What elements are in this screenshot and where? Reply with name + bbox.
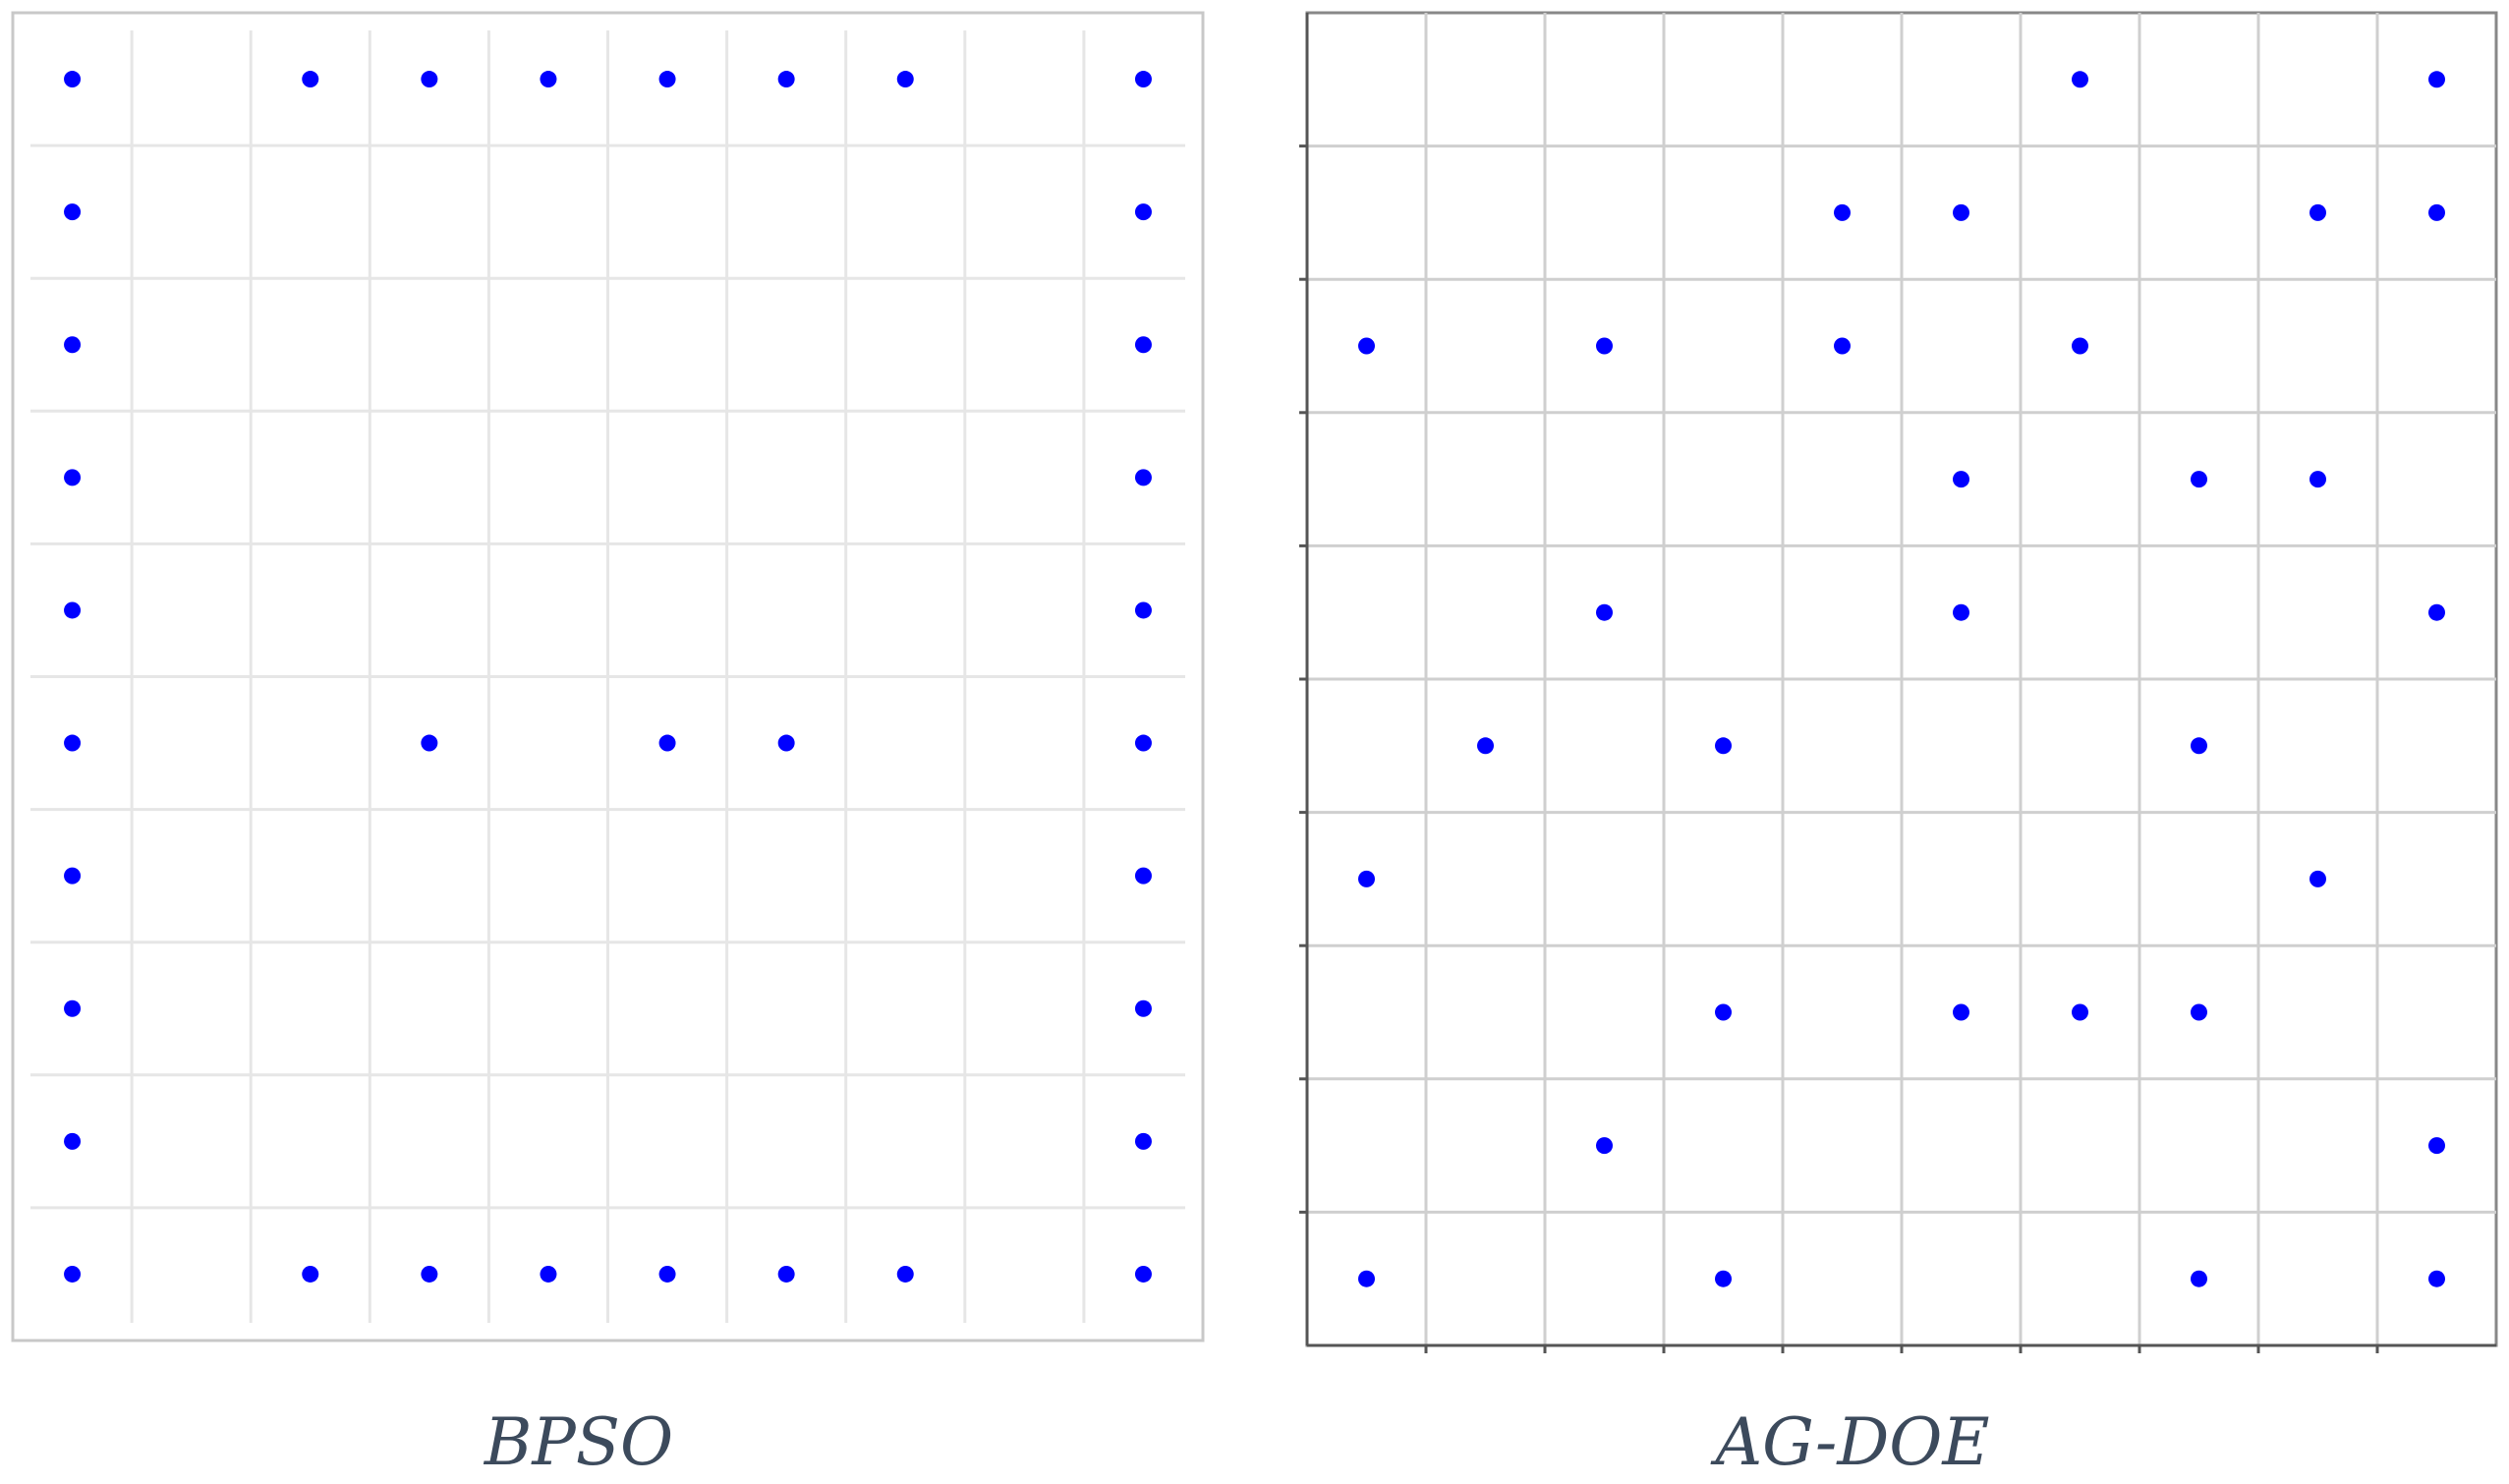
point — [64, 336, 82, 354]
point — [1358, 1270, 1375, 1287]
point — [64, 867, 82, 885]
point — [896, 1265, 914, 1283]
point — [421, 71, 438, 88]
point — [2428, 603, 2445, 621]
point — [64, 601, 82, 619]
point — [1134, 203, 1152, 221]
point — [777, 734, 795, 752]
point — [2191, 737, 2207, 755]
point — [777, 71, 795, 88]
point — [1134, 71, 1152, 88]
point — [2072, 71, 2088, 88]
point — [421, 1265, 438, 1283]
point — [1477, 737, 1494, 755]
point — [540, 1265, 557, 1283]
point — [1953, 603, 1969, 621]
point — [1358, 870, 1375, 887]
point — [1358, 337, 1375, 355]
point — [2428, 1270, 2445, 1287]
point — [64, 1265, 82, 1283]
point — [1834, 337, 1851, 355]
chart-title: AG-DOE — [1709, 1404, 1989, 1480]
point — [2309, 203, 2326, 221]
point — [1596, 603, 1613, 621]
point — [1134, 734, 1152, 752]
point — [1134, 1132, 1152, 1150]
point — [658, 71, 676, 88]
point — [2428, 203, 2445, 221]
point — [540, 71, 557, 88]
point — [2191, 471, 2207, 488]
point — [302, 1265, 319, 1283]
point — [1953, 1003, 1969, 1021]
point — [1134, 999, 1152, 1017]
point — [2072, 1003, 2088, 1021]
point — [658, 1265, 676, 1283]
point — [2072, 337, 2088, 355]
point — [2309, 471, 2326, 488]
point — [302, 71, 319, 88]
point — [64, 203, 82, 221]
point — [1134, 336, 1152, 354]
point — [64, 469, 82, 486]
point — [1134, 469, 1152, 486]
point — [1134, 867, 1152, 885]
point — [421, 734, 438, 752]
point — [1134, 601, 1152, 619]
point — [64, 1132, 82, 1150]
point — [1715, 737, 1732, 755]
point — [2428, 1137, 2445, 1155]
point — [1953, 471, 1969, 488]
point — [64, 71, 82, 88]
point — [2191, 1003, 2207, 1021]
point — [896, 71, 914, 88]
point — [1715, 1003, 1732, 1021]
point — [777, 1265, 795, 1283]
point — [2191, 1270, 2207, 1287]
point — [658, 734, 676, 752]
point — [2428, 71, 2445, 88]
point — [64, 999, 82, 1017]
point — [1834, 203, 1851, 221]
point — [2309, 870, 2326, 887]
point — [64, 734, 82, 752]
point — [1715, 1270, 1732, 1287]
chart-title: BPSO — [484, 1404, 673, 1480]
point — [1596, 1137, 1613, 1155]
point — [1134, 1265, 1152, 1283]
point — [1953, 203, 1969, 221]
point — [1596, 337, 1613, 355]
